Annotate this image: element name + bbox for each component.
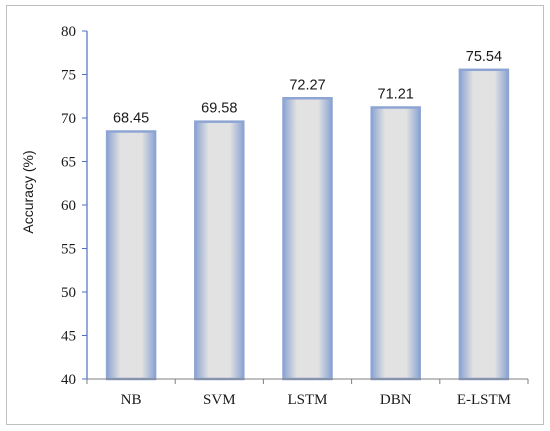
y-tick-label: 45 [61,329,76,345]
category-label-svm: SVM [203,392,236,408]
y-tick-label: 55 [61,242,76,258]
y-tick-label: 60 [61,198,76,214]
y-tick-label: 65 [61,155,76,171]
y-tick-label: 70 [61,111,76,127]
bar-chart: Accuracy (%) 68.45 NB 69.58 SVM 72.27 LSTM 71.… [20,24,529,408]
bar-svm [194,120,245,381]
y-tick-label: 75 [61,68,76,84]
value-label-dbn: 71.21 [378,86,414,102]
y-tick-label: 80 [61,24,76,40]
labels-layer: 68.45 NB 69.58 SVM 72.27 LSTM 71.21 DBN 75.54 E-L… [61,24,511,408]
y-axis-title: Accuracy (%) [20,150,36,233]
value-label-nb: 68.45 [113,110,149,126]
category-label-nb: NB [121,392,142,408]
category-label-dbn: DBN [380,392,412,408]
category-label-e-lstm: E-LSTM [457,392,511,408]
category-label-lstm: LSTM [287,392,327,408]
y-tick-label: 50 [61,285,76,301]
y-tick-label: 40 [61,372,76,388]
bar-dbn [370,106,421,381]
bar-e-lstm [458,68,510,381]
value-label-e-lstm: 75.54 [466,49,502,65]
bar-nb [105,130,157,381]
value-label-lstm: 72.27 [289,77,325,93]
bar-lstm [282,97,333,381]
axes-layer [82,30,529,384]
chart-frame: Accuracy (%) 68.45 NB 69.58 SVM 72.27 LSTM 71.… [6,5,544,425]
value-label-svm: 69.58 [201,101,237,117]
bars-layer [105,68,510,381]
